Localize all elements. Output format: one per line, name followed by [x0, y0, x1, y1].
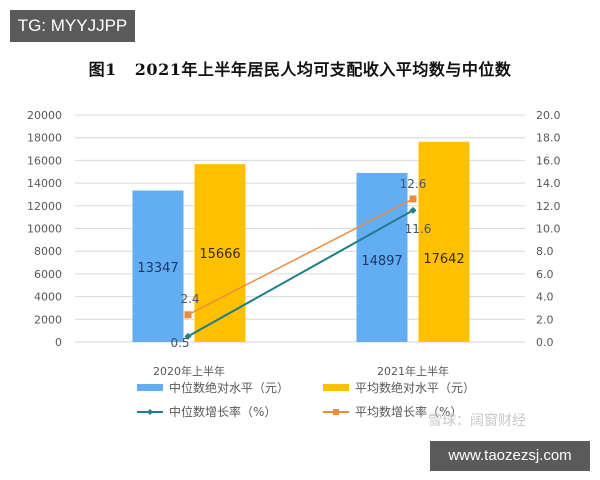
left-tick-label: 0: [55, 336, 62, 349]
right-tick-label: 10.0: [536, 223, 561, 236]
legend-square-icon: [333, 409, 339, 415]
right-tick-label: 0.0: [536, 336, 554, 349]
mean-growth-line: [187, 198, 414, 316]
right-axis: 0.0 2.0 4.0 6.0 8.0 10.0 12.0 14.0 16.0 18.0 20.0: [536, 109, 561, 349]
bar-series: 13347 15666 14897 17642: [132, 141, 470, 342]
watermark: 雪球：阔窗财经: [428, 413, 526, 429]
square-marker-icon: [409, 195, 417, 203]
median-bar: [132, 190, 184, 342]
bar-value-label: 15666: [199, 247, 240, 262]
mean-bar: [418, 141, 470, 342]
left-tick-label: 6000: [34, 268, 62, 281]
figure-number: 图1: [88, 60, 117, 79]
bar-value-label: 17642: [423, 252, 464, 267]
right-tick-label: 20.0: [536, 109, 561, 122]
right-tick-label: 18.0: [536, 132, 561, 145]
legend-swatch-icon: [137, 384, 163, 391]
right-tick-label: 2.0: [536, 313, 554, 326]
right-tick-label: 8.0: [536, 245, 554, 258]
left-tick-label: 16000: [27, 154, 62, 167]
site-badge: www.taozezsj.com: [430, 441, 590, 471]
category-label: 2020年上半年: [153, 364, 225, 378]
diamond-marker-icon: [409, 206, 417, 214]
legend-label: 平均数增长率（%）: [355, 404, 462, 419]
left-tick-label: 14000: [27, 177, 62, 190]
title-text: 2021年上半年居民人均可支配收入平均数与中位数: [134, 60, 512, 79]
point-value-label: 2.4: [180, 292, 199, 306]
point-value-label: 11.6: [405, 222, 432, 236]
category-label: 2021年上半年: [377, 364, 449, 378]
point-value-label: 0.5: [170, 336, 189, 350]
left-tick-label: 8000: [34, 245, 62, 258]
left-tick-label: 4000: [34, 291, 62, 304]
right-tick-label: 6.0: [536, 268, 554, 281]
legend-diamond-icon: [147, 409, 153, 415]
legend-label: 中位数绝对水平（元）: [169, 380, 289, 395]
right-tick-label: 12.0: [536, 200, 561, 213]
median-growth-line: [187, 209, 414, 338]
legend: 中位数绝对水平（元） 平均数绝对水平（元） 中位数增长率（%） 平均数增长率（%）: [137, 380, 475, 419]
line-series: 0.5 11.6 2.4 12.6: [170, 177, 431, 350]
bar-value-label: 14897: [361, 254, 402, 269]
right-tick-label: 16.0: [536, 154, 561, 167]
left-tick-label: 12000: [27, 200, 62, 213]
left-tick-label: 20000: [27, 109, 62, 122]
left-tick-label: 18000: [27, 132, 62, 145]
diamond-marker-icon: [184, 332, 192, 340]
category-axis: 2020年上半年 2021年上半年: [153, 364, 449, 378]
left-tick-label: 2000: [34, 313, 62, 326]
tg-badge: TG: MYYJJPP: [10, 10, 135, 42]
median-bar: [356, 172, 408, 342]
right-tick-label: 4.0: [536, 291, 554, 304]
mean-bar: [194, 164, 246, 342]
chart-title: 图1 2021年上半年居民人均可支配收入平均数与中位数: [0, 56, 600, 80]
right-tick-label: 14.0: [536, 177, 561, 190]
square-marker-icon: [184, 311, 192, 319]
bar-value-label: 13347: [137, 261, 178, 276]
left-tick-label: 10000: [27, 223, 62, 236]
legend-swatch-icon: [323, 384, 349, 391]
point-value-label: 12.6: [400, 177, 427, 191]
left-axis: 0 2000 4000 6000 8000 10000 12000 14000 16000 180…: [27, 109, 62, 349]
legend-label: 平均数绝对水平（元）: [355, 380, 475, 395]
legend-label: 中位数增长率（%）: [169, 404, 276, 419]
